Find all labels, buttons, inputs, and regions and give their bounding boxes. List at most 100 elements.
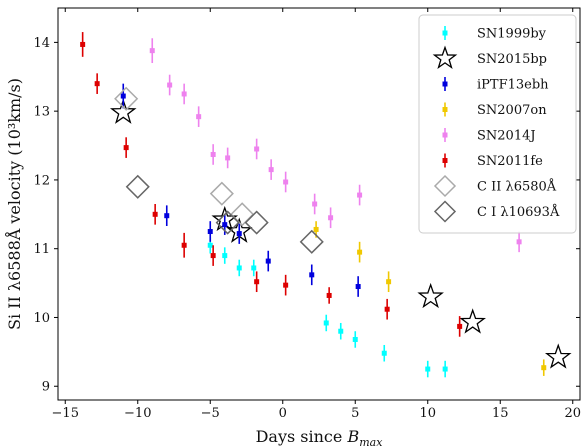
data-point-sn1999by-1 <box>222 247 228 264</box>
point-marker <box>313 226 319 232</box>
data-point-c-i-10693-3 <box>299 229 324 254</box>
series-c-ii-6580 <box>114 86 255 227</box>
x-tick-label: 15 <box>492 406 509 421</box>
legend-entry-c-ii-6580: C II λ6580Å <box>433 174 557 198</box>
data-point-sn2007on-1 <box>357 241 363 263</box>
point-marker <box>283 179 289 185</box>
data-point-sn2011fe-3 <box>152 204 158 225</box>
legend-label: SN2014J <box>477 129 536 144</box>
data-point-sn2011fe-4 <box>181 232 187 258</box>
point-marker <box>210 253 216 259</box>
point-marker <box>207 229 213 235</box>
legend-label: SN2015bp <box>477 52 547 67</box>
data-point-sn2014j-3 <box>196 106 202 127</box>
point-marker <box>357 192 363 198</box>
axes: −15 −10 −5 0 5 10 15 20 9 10 11 12 13 14 <box>33 7 581 421</box>
data-point-sn1999by-3 <box>251 259 257 277</box>
legend-entry-sn2007on: SN2007on <box>442 102 547 118</box>
point-marker <box>80 41 86 47</box>
point-marker <box>152 211 158 217</box>
legend: SN1999by SN2015bp iPTF13ebh SN2007on SN2014J… <box>418 14 577 234</box>
data-point-c-ii-6580-0 <box>114 86 139 111</box>
series-sn2011fe <box>80 32 463 337</box>
data-point-sn2014j-2 <box>181 83 187 105</box>
legend-entry-iptf13ebh: iPTF13ebh <box>442 77 549 93</box>
data-point-iptf13ebh-0 <box>120 83 126 109</box>
x-tick-label: 20 <box>564 406 581 421</box>
x-tick-label: 0 <box>279 406 287 421</box>
legend-marker <box>442 107 448 112</box>
point-marker <box>236 231 242 237</box>
plot-area <box>80 32 572 378</box>
y-axis-label: Si II λ6588Å velocity (10³km/s) <box>4 78 24 330</box>
y-tick-label: 14 <box>33 36 50 51</box>
data-point-sn2014j-11 <box>357 184 363 206</box>
point-marker <box>352 336 358 342</box>
point-marker <box>222 222 228 228</box>
legend-marker <box>432 45 458 70</box>
x-tick-label: −10 <box>124 406 151 421</box>
point-marker <box>283 282 289 288</box>
data-point-sn2007on-2 <box>386 271 392 293</box>
point-marker <box>442 366 448 372</box>
axes-frame <box>57 7 581 401</box>
data-point-sn2014j-0 <box>149 38 155 64</box>
legend-entry-sn1999by: SN1999by <box>442 26 547 42</box>
data-point-sn1999by-2 <box>236 259 242 277</box>
legend-label: SN2007on <box>477 103 547 118</box>
legend-marker <box>433 200 457 223</box>
legend-entry-sn2014j: SN2014J <box>442 128 536 144</box>
data-point-c-ii-6580-2 <box>230 202 255 227</box>
data-point-iptf13ebh-2 <box>207 221 213 242</box>
series-sn2014j <box>149 38 522 253</box>
y-tick-label: 11 <box>33 242 50 257</box>
legend-marker <box>442 81 448 87</box>
data-point-sn2014j-6 <box>254 138 260 160</box>
series-c-i-10693 <box>125 174 324 254</box>
data-point-sn1999by-4 <box>323 314 329 332</box>
data-point-c-i-10693-0 <box>125 174 150 199</box>
x-axis-label: Days since Bmax <box>256 427 384 446</box>
legend-label: SN2011fe <box>477 154 543 169</box>
data-point-sn1999by-6 <box>352 331 358 348</box>
point-marker <box>210 151 216 157</box>
data-point-sn2014j-4 <box>210 144 216 165</box>
data-point-sn1999by-7 <box>381 344 387 362</box>
data-point-sn2011fe-6 <box>254 271 260 293</box>
point-marker <box>516 239 522 245</box>
data-point-sn2014j-10 <box>328 207 334 229</box>
data-point-sn2015bp-5 <box>544 343 572 369</box>
data-point-sn2015bp-0 <box>109 98 137 124</box>
point-marker <box>94 81 100 87</box>
legend-label: C I λ10693Å <box>477 204 560 220</box>
data-point-c-ii-6580-1 <box>209 181 234 206</box>
data-point-sn2015bp-4 <box>459 308 486 334</box>
point-marker <box>254 146 260 152</box>
point-marker <box>225 155 231 161</box>
data-point-sn1999by-8 <box>425 360 431 378</box>
point-marker <box>326 292 332 298</box>
legend-label: C II λ6580Å <box>477 179 557 195</box>
legend-box <box>418 14 577 234</box>
legend-marker <box>442 158 448 163</box>
point-marker <box>181 242 187 248</box>
data-point-sn2011fe-1 <box>94 73 100 94</box>
data-point-iptf13ebh-1 <box>164 205 170 227</box>
point-marker <box>222 253 228 259</box>
y-tick-label: 13 <box>33 105 50 120</box>
data-point-sn2011fe-10 <box>457 316 463 337</box>
point-marker <box>149 48 155 54</box>
point-marker <box>123 145 129 151</box>
point-marker <box>251 265 257 271</box>
point-marker <box>323 320 329 326</box>
data-point-sn2014j-1 <box>167 74 173 96</box>
point-marker <box>457 323 463 329</box>
point-marker <box>207 242 213 248</box>
point-marker <box>338 328 344 334</box>
point-marker <box>120 93 126 99</box>
point-marker <box>355 284 361 290</box>
data-point-sn2011fe-5 <box>210 245 216 266</box>
y-tick-label: 12 <box>33 173 50 188</box>
x-tick-label: 5 <box>351 406 359 421</box>
